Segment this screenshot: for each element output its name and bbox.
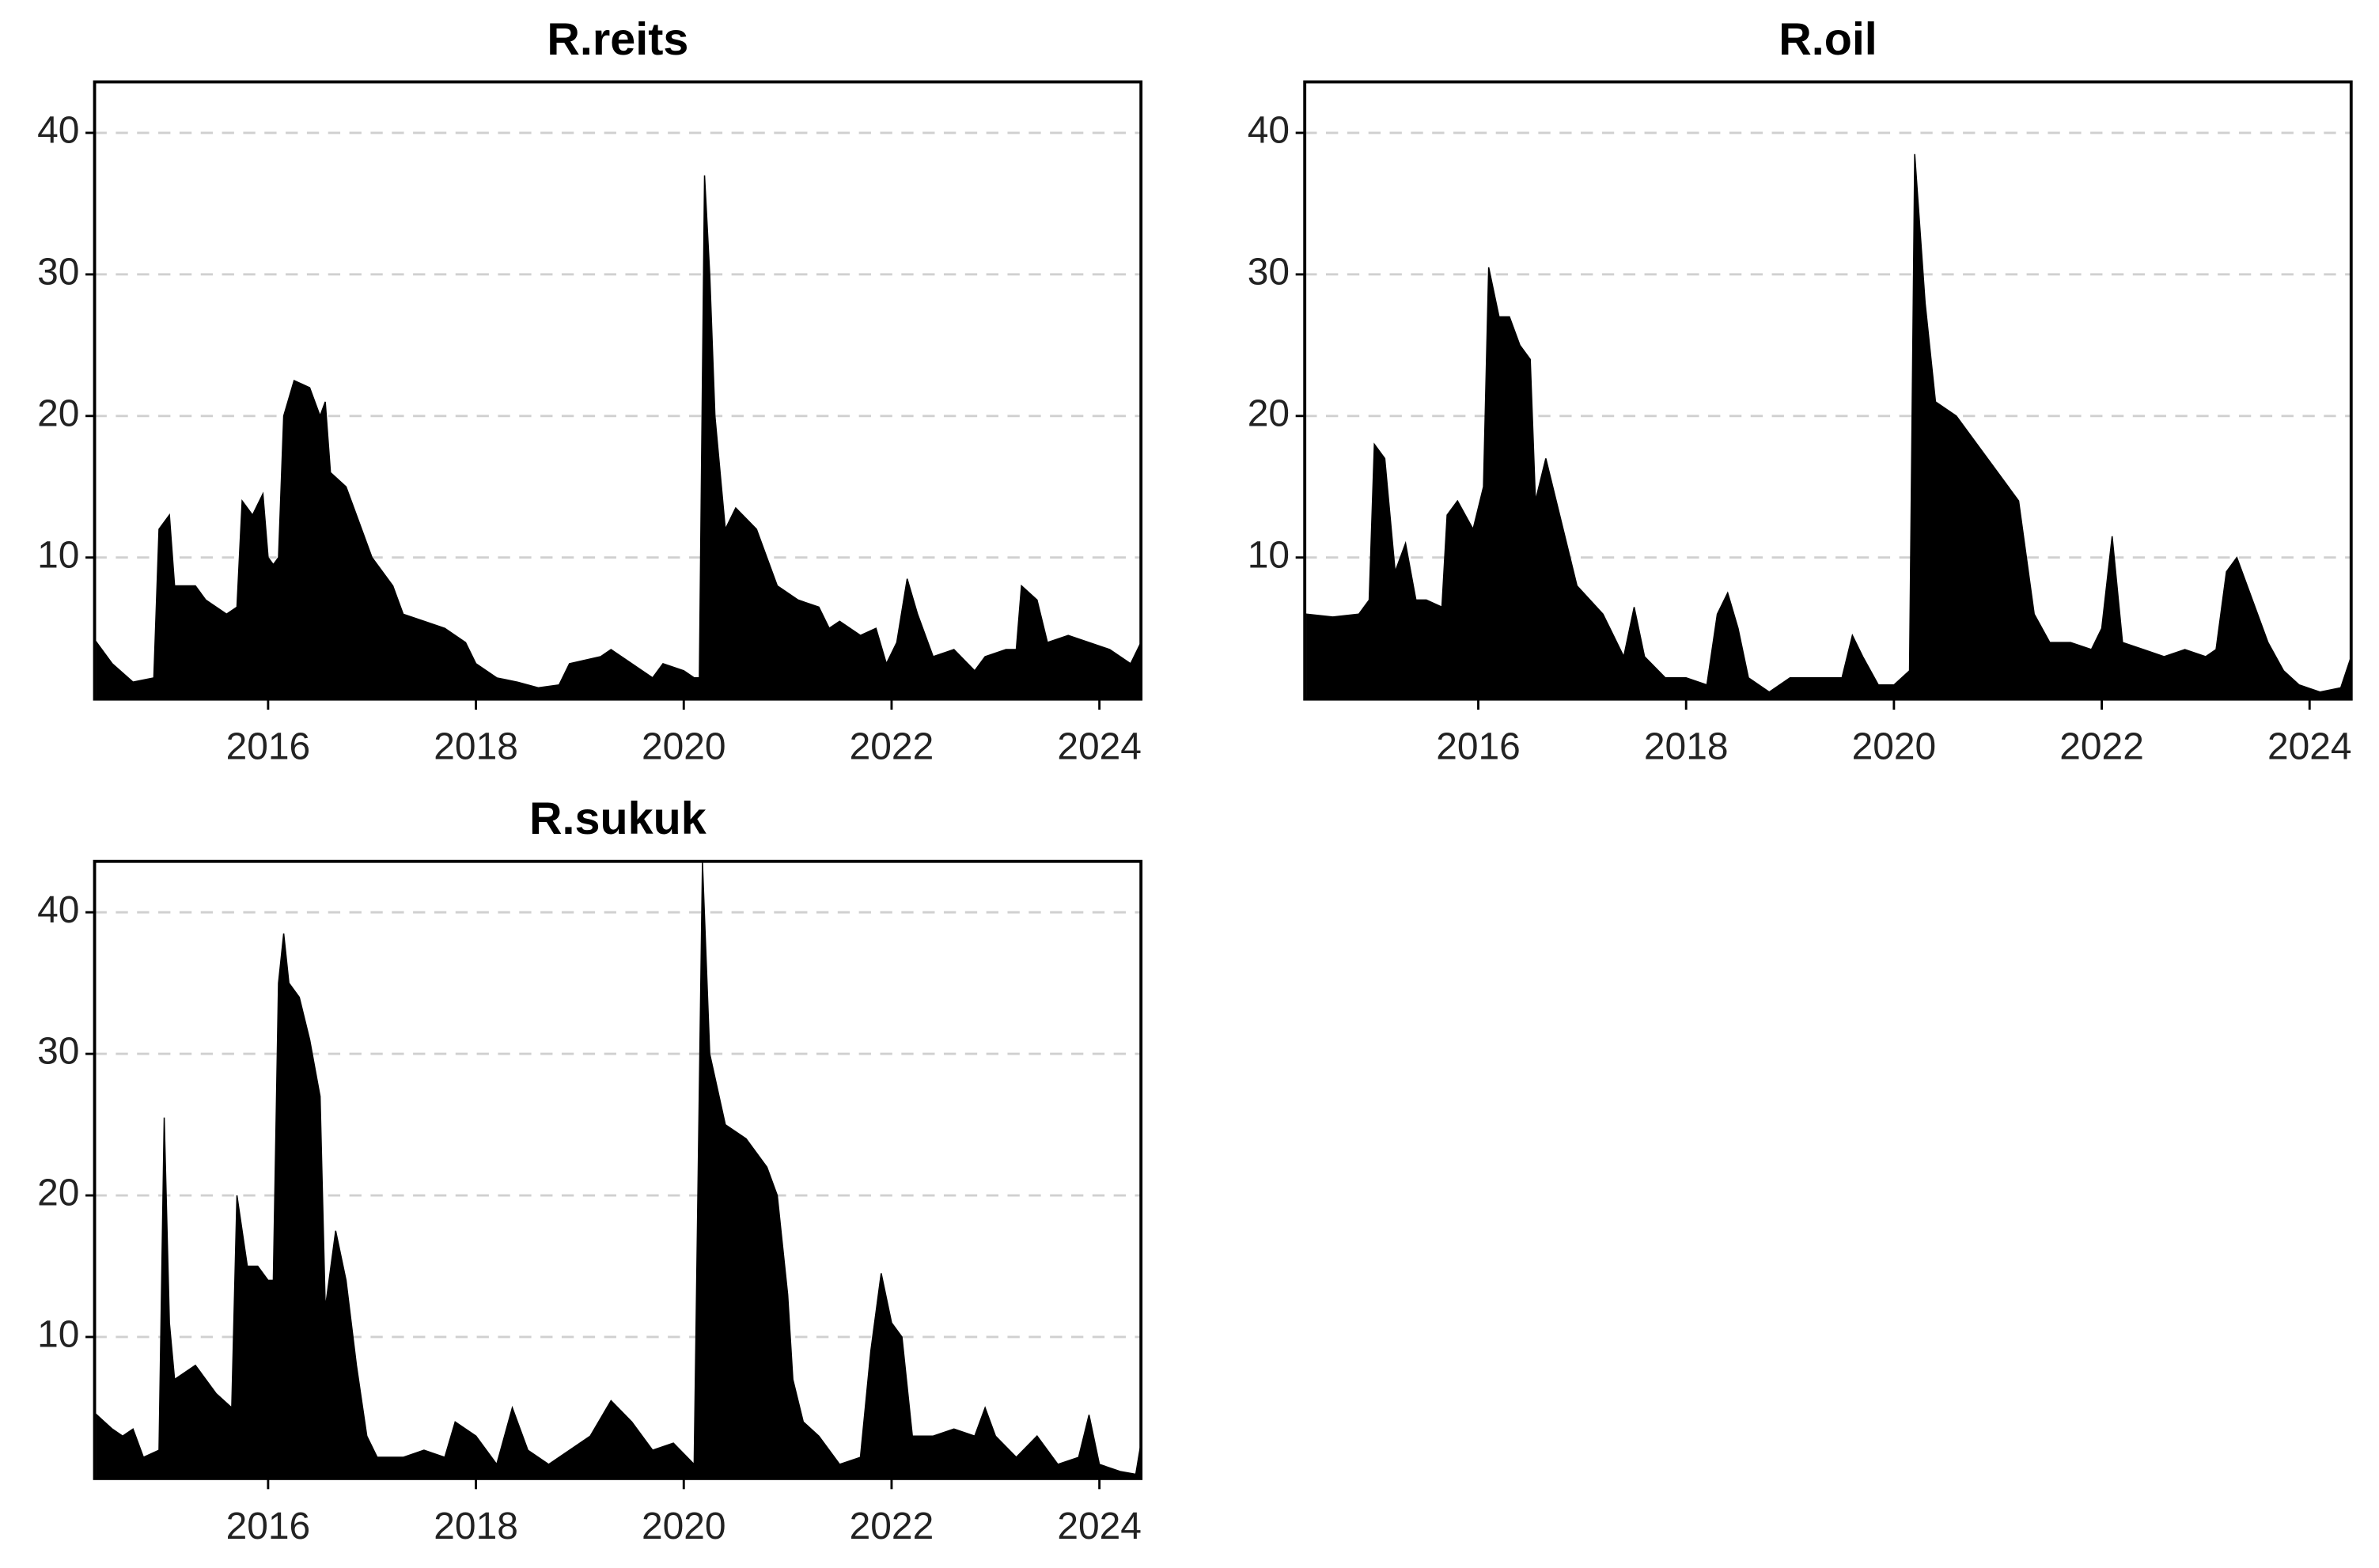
area xyxy=(96,175,1142,700)
y-tick-label: 40 xyxy=(1248,110,1290,152)
area xyxy=(1306,153,2352,700)
y-tick-label: 30 xyxy=(37,1031,79,1073)
y-tick-label: 10 xyxy=(37,534,79,576)
plot-frame xyxy=(93,859,1143,1480)
x-tick-label: 2018 xyxy=(434,1506,518,1547)
x-tick-label: 2020 xyxy=(1852,726,1937,768)
y-tick-label: 40 xyxy=(37,110,79,152)
y-tick-label: 30 xyxy=(1248,252,1290,294)
chart-title: R.oil xyxy=(1779,14,1877,65)
x-tick-label: 2016 xyxy=(226,726,311,768)
x-tick-label: 2016 xyxy=(1436,726,1521,768)
plot-frame xyxy=(1303,80,2353,701)
y-tick-label: 20 xyxy=(1248,392,1290,434)
y-tick-label: 20 xyxy=(37,1172,79,1214)
y-tick-label: 20 xyxy=(37,392,79,434)
x-tick-label: 2018 xyxy=(434,726,518,768)
x-tick-label: 2020 xyxy=(642,726,726,768)
y-tick-label: 30 xyxy=(37,252,79,294)
x-tick-label: 2016 xyxy=(226,1506,311,1547)
y-tick-label: 10 xyxy=(37,1314,79,1356)
y-tick-label: 40 xyxy=(37,889,79,931)
x-tick-label: 2022 xyxy=(850,1506,934,1547)
chart-title: R.reits xyxy=(547,14,688,65)
x-tick-label: 2024 xyxy=(1057,726,1142,768)
chart-title: R.sukuk xyxy=(529,793,707,844)
area xyxy=(96,862,1142,1479)
x-tick-label: 2020 xyxy=(642,1506,726,1547)
x-tick-label: 2024 xyxy=(1057,1506,1142,1547)
plot-frame xyxy=(93,80,1143,701)
x-tick-label: 2022 xyxy=(850,726,934,768)
x-tick-label: 2022 xyxy=(2059,726,2144,768)
x-tick-label: 2018 xyxy=(1644,726,1729,768)
x-tick-label: 2024 xyxy=(2267,726,2352,768)
y-tick-label: 10 xyxy=(1248,534,1290,576)
